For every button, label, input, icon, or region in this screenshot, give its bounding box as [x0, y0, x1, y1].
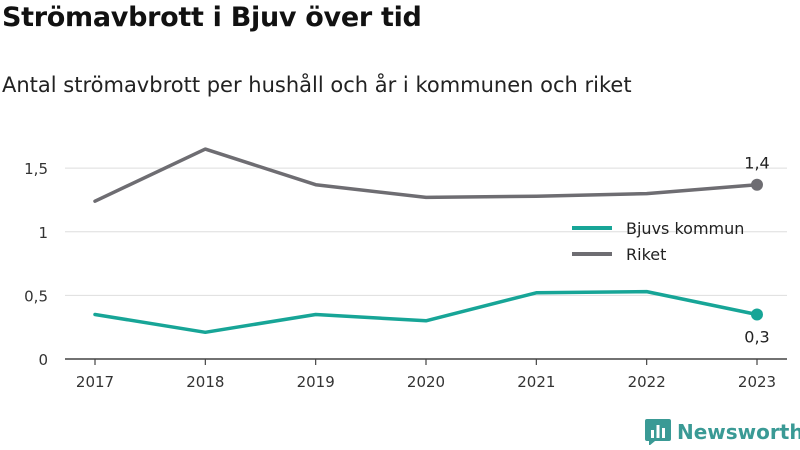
x-tick-label: 2022 [628, 373, 666, 391]
y-tick-label: 1 [38, 224, 48, 242]
series-line-1 [93, 289, 759, 335]
chart-subtitle: Antal strömavbrott per hushåll och år i … [2, 73, 632, 97]
legend-label: Bjuvs kommun [626, 219, 744, 238]
x-tick-label: 2020 [407, 373, 445, 391]
x-tick-label: 2023 [738, 373, 776, 391]
x-tick-label: 2021 [517, 373, 555, 391]
x-axis: 2017 2018 2019 2020 2021 2022 2023 [65, 358, 787, 391]
end-point-marker [751, 308, 763, 321]
x-tick-label: 2017 [76, 373, 114, 391]
y-tick-label: 1,5 [24, 160, 48, 178]
legend-label: Riket [626, 245, 666, 264]
series-line-2 [93, 147, 759, 203]
series-lines: 0,3 1,4 [93, 147, 770, 346]
x-tick-label: 2018 [186, 373, 224, 391]
end-value-label: 1,4 [744, 154, 769, 173]
x-tick-label: 2019 [297, 373, 335, 391]
end-value-label: 0,3 [744, 327, 769, 346]
brand-name: Newsworthy [677, 420, 800, 444]
y-tick-label: 0 [38, 351, 48, 369]
chart-title: Strömavbrott i Bjuv över tid [2, 2, 422, 33]
legend: Bjuvs kommun Riket [572, 219, 744, 264]
bar-chart-logo-icon [645, 419, 671, 445]
brand-logo: Newsworthy [645, 419, 800, 445]
y-tick-label: 0,5 [24, 287, 48, 305]
y-axis: 0 0,5 1 1,5 [24, 160, 48, 369]
end-point-marker [751, 178, 763, 191]
